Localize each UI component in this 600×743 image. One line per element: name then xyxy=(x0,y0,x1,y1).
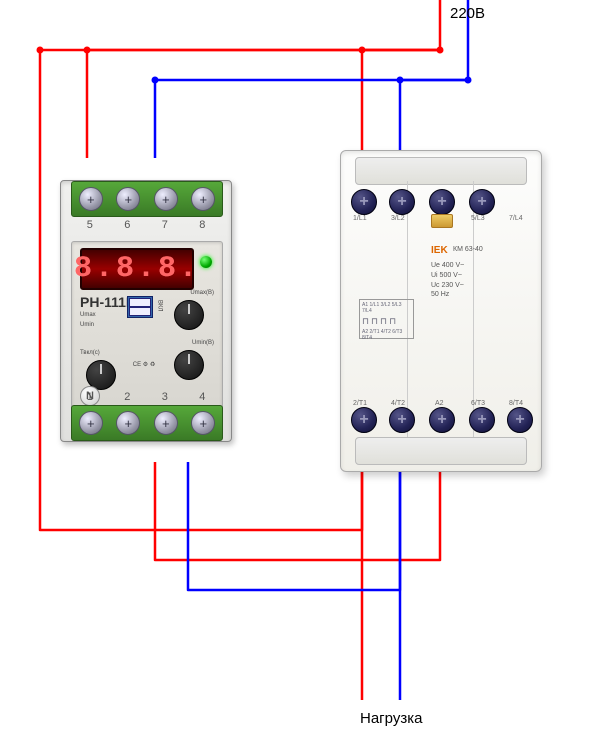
relay-bottom-labels: 12 34 xyxy=(71,391,221,403)
cont-term-1L1[interactable]: + xyxy=(351,189,377,215)
dip-side-label: ВКЛ xyxy=(156,300,163,311)
contactor-specs: Ue 400 V~Ui 500 V~ Uc 230 V~50 Hz xyxy=(431,261,464,300)
cont-term-2T1[interactable]: + xyxy=(351,407,377,433)
relay-top-labels: 56 78 xyxy=(71,219,221,231)
contactor-body: + 1/L1 + 3/L2 + A1 + 5/L3 7/L4 IEK КМ 63… xyxy=(340,150,542,472)
relay-top-terminals: + + + + xyxy=(71,181,223,217)
tdel-label: Твкл(с) xyxy=(80,350,100,357)
contactor-brand: IEK xyxy=(431,245,448,256)
actuator-slot-icon xyxy=(431,214,453,228)
contactor-model: КМ 63-40 xyxy=(453,246,483,253)
relay-term-4[interactable]: + xyxy=(191,411,215,435)
status-led-icon xyxy=(200,256,212,268)
cont-term-8T4[interactable]: + xyxy=(507,407,533,433)
umax-label: Umax(B) xyxy=(190,290,214,297)
contactor-schematic-icon: A1 1/L1 3/L2 5/L3 7/L4 ⊓⊓⊓⊓ A2 2/T1 4/T2… xyxy=(359,299,414,339)
cont-term-6T3[interactable]: + xyxy=(469,407,495,433)
dip-lower-label: Umin xyxy=(80,322,94,329)
umin-label: Umin(B) xyxy=(192,340,214,347)
cont-term-5L3[interactable]: + xyxy=(469,189,495,215)
cont-term-A2[interactable]: + xyxy=(429,407,455,433)
relay-term-3[interactable]: + xyxy=(154,411,178,435)
relay-face: 8.8.8. РН-111М Umax Umin ВКЛ Umax(B) Umi… xyxy=(71,241,223,413)
seven-segment-display: 8.8.8. xyxy=(80,248,194,290)
relay-term-1[interactable]: + xyxy=(79,411,103,435)
cert-marks: CE ⚙ ♻ xyxy=(124,362,164,369)
relay-bottom-terminals: + + + + xyxy=(71,405,223,441)
label-load: Нагрузка xyxy=(360,710,422,727)
voltage-relay: + + + + 56 78 8.8.8. РН-111М Umax Umin В… xyxy=(60,150,230,470)
relay-term-7[interactable]: + xyxy=(154,187,178,211)
contactor: + 1/L1 + 3/L2 + A1 + 5/L3 7/L4 IEK КМ 63… xyxy=(340,150,540,470)
relay-term-6[interactable]: + xyxy=(116,187,140,211)
relay-term-8[interactable]: + xyxy=(191,187,215,211)
dip-switch[interactable] xyxy=(127,296,153,318)
relay-term-5[interactable]: + xyxy=(79,187,103,211)
relay-term-2[interactable]: + xyxy=(116,411,140,435)
umax-knob[interactable] xyxy=(174,300,204,330)
relay-body: + + + + 56 78 8.8.8. РН-111М Umax Umin В… xyxy=(60,180,232,442)
dip-upper-label: Umax xyxy=(80,312,96,319)
cont-term-A1[interactable]: + xyxy=(429,189,455,215)
cont-term-3L2[interactable]: + xyxy=(389,189,415,215)
umin-knob[interactable] xyxy=(174,350,204,380)
cont-term-4T2[interactable]: + xyxy=(389,407,415,433)
label-supply: 220В xyxy=(450,5,485,22)
